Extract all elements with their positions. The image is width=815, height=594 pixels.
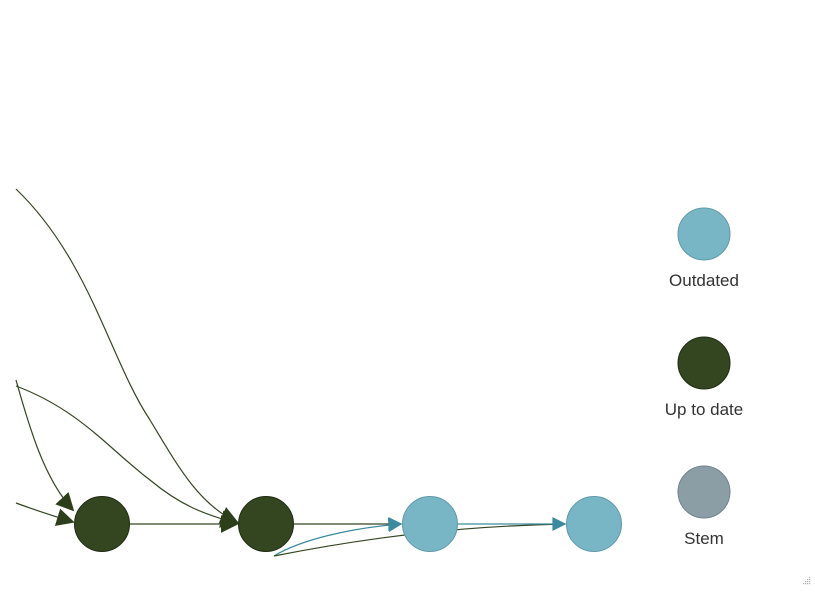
legend-swatch-stem [677,465,731,519]
legend-label-outdated: Outdated [669,271,739,290]
resize-grip-icon[interactable] [801,575,811,585]
legend-swatch-up-to-date [677,336,731,390]
edges [15,188,567,557]
edge-node-2-to-node-3-curve [273,518,403,557]
legend-item-stem[interactable]: Stem [677,465,731,548]
graph-node-up-to-date-2[interactable] [238,496,294,552]
legend-item-up-to-date[interactable]: Up to date [665,336,743,419]
edge-offscreen-to-node-1-b [15,502,75,526]
edge-offscreen-to-node-1 [15,379,75,512]
nodes [74,496,622,552]
edge-offscreen-to-node-2 [15,188,239,524]
legend-label-up-to-date: Up to date [665,400,743,419]
legend-swatch-outdated [677,207,731,261]
graph-node-up-to-date-1[interactable] [74,496,130,552]
legend-item-outdated[interactable]: Outdated [669,207,739,290]
edge-offscreen-to-node-2-b [15,385,239,528]
graph-node-outdated-1[interactable] [402,496,458,552]
graph-node-outdated-2[interactable] [566,496,622,552]
legend-label-stem: Stem [684,529,724,548]
legend: Outdated Up to date Stem [665,207,743,548]
